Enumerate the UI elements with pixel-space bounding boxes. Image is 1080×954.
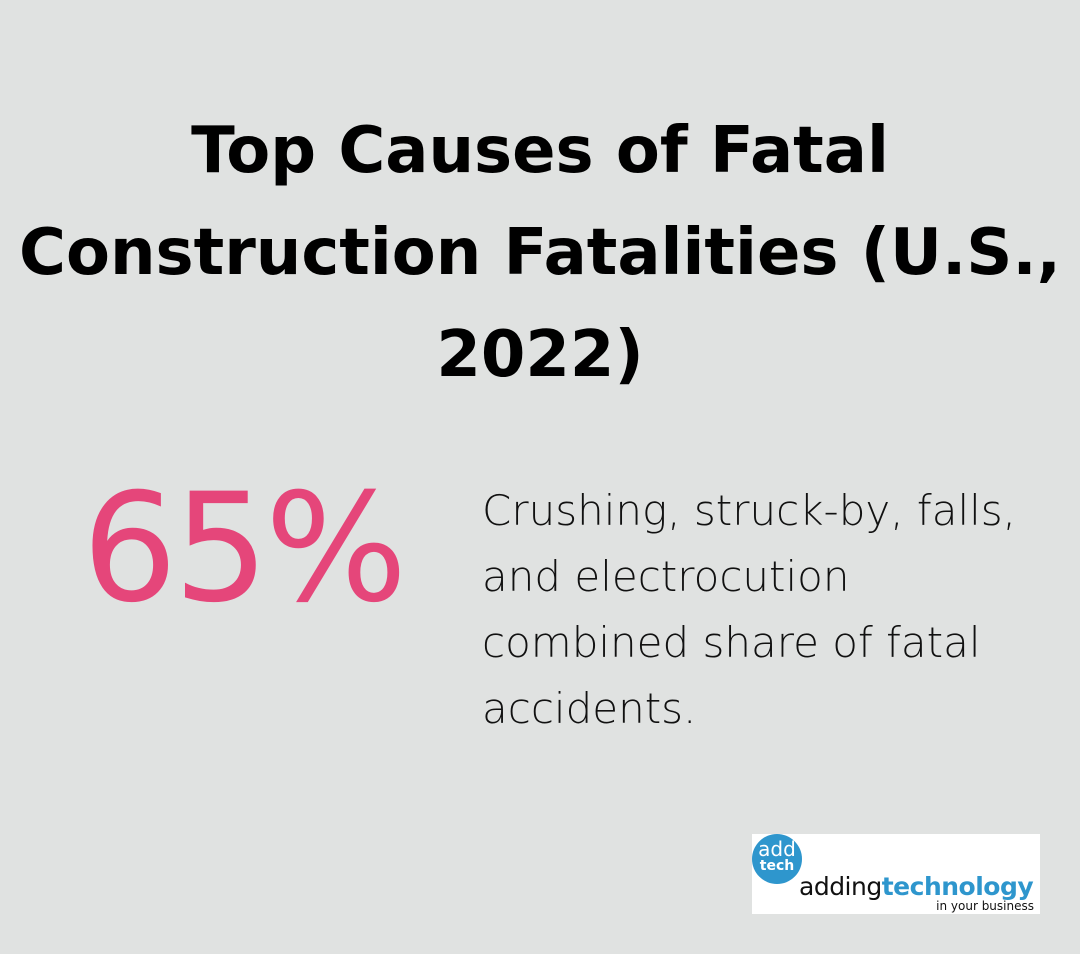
stat-description: Crushing, struck-by, falls, and electroc… — [482, 486, 1017, 733]
logo-brand: addingtechnology — [799, 872, 1034, 901]
logo-brand-light: adding — [799, 872, 882, 901]
logo: add tech addingtechnology in your busine… — [752, 834, 1040, 914]
logo-circle-bottom: tech — [759, 858, 795, 874]
stat-value: 65% — [82, 462, 407, 636]
logo-circle-top: add — [758, 837, 796, 861]
logo-tagline: in your business — [936, 899, 1034, 913]
page-title: Top Causes of Fatal Construction Fatalit… — [19, 114, 1061, 392]
logo-circle: add tech — [752, 834, 802, 884]
logo-brand-bold: technology — [881, 872, 1034, 901]
